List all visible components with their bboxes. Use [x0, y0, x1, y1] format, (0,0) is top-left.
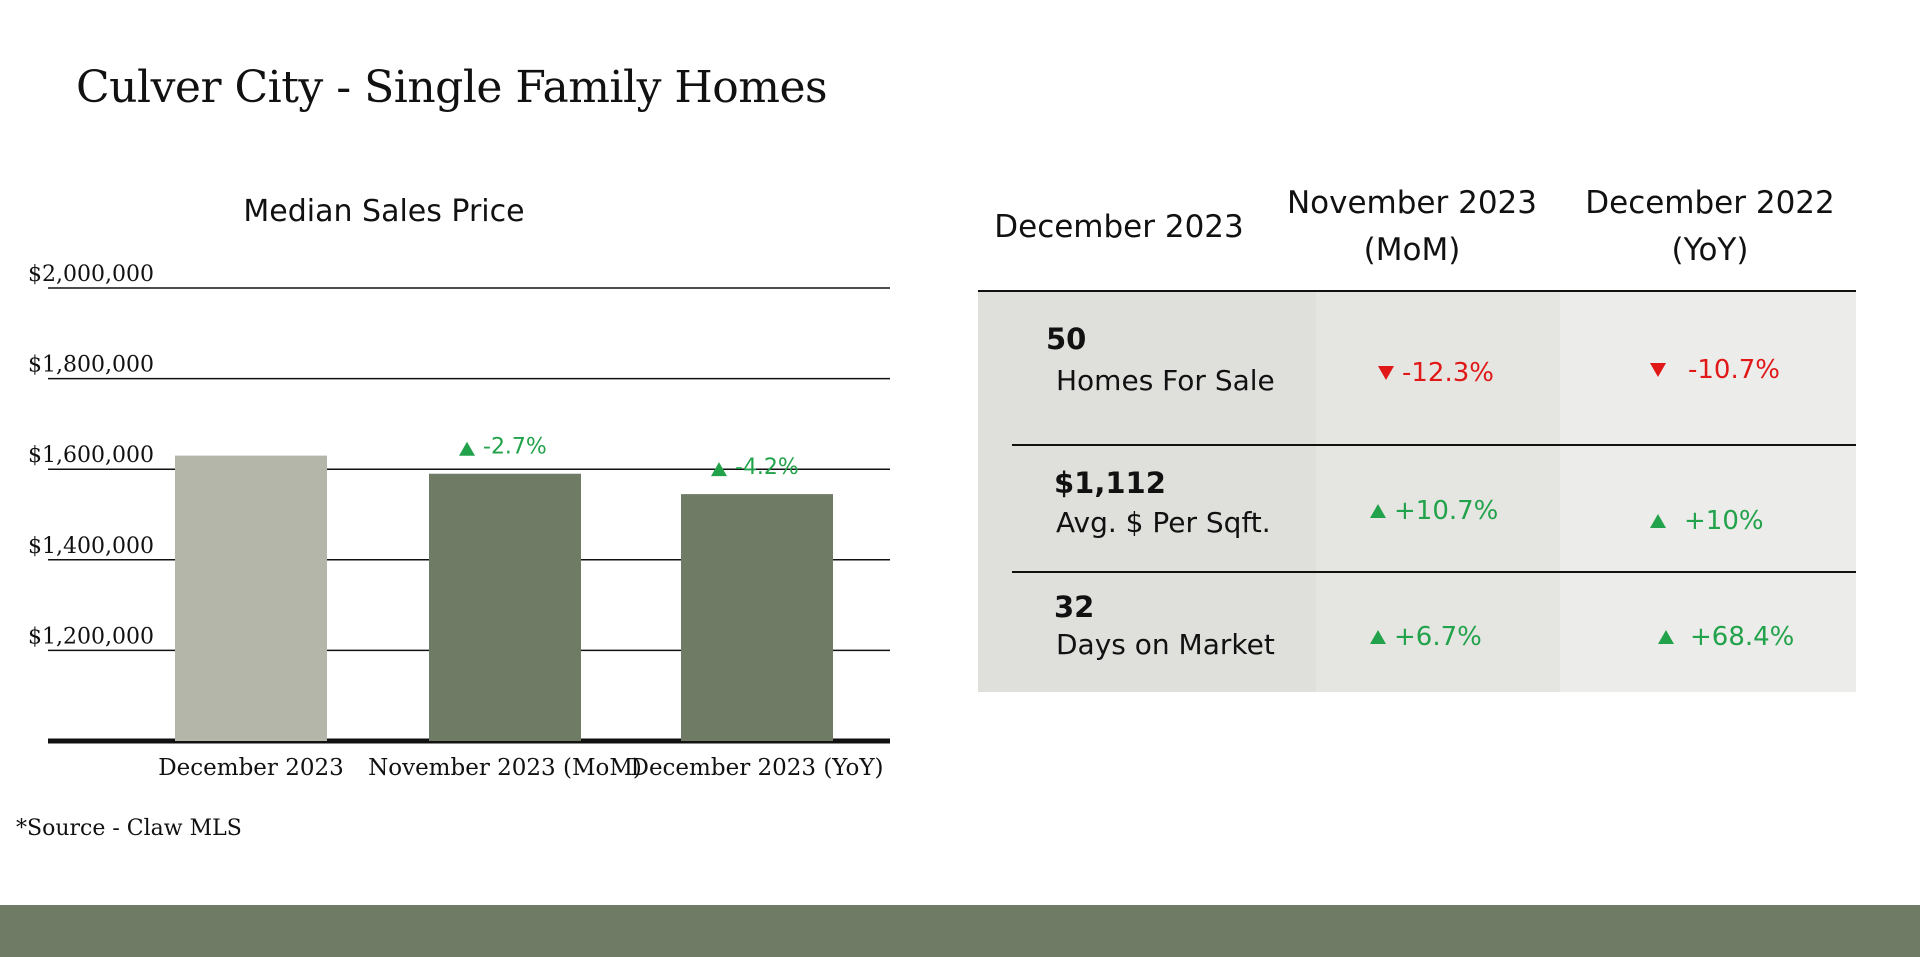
metric-value-avg-per-sqft: $1,112 [1054, 466, 1166, 500]
avg-per-sqft-mom-change: +10.7% [1370, 496, 1498, 526]
x-tick-label: December 2023 [158, 755, 344, 781]
header-mom: November 2023 (MoM) [1286, 185, 1537, 268]
footer-band [0, 905, 1920, 957]
header-yoy: December 2022 (YoY) [1585, 185, 1835, 268]
metric-label-days-on-market: Days on Market [1056, 628, 1275, 661]
page-title: Culver City - Single Family Homes [76, 62, 828, 113]
up-triangle-icon [1370, 630, 1386, 644]
bar [429, 473, 581, 741]
homes-for-sale-mom-change: -12.3% [1378, 358, 1494, 388]
data-label: -2.7% [483, 435, 547, 460]
header-divider [978, 290, 1856, 292]
column-bg-current [978, 292, 1316, 692]
column-bg-yoy [1560, 292, 1856, 692]
down-triangle-icon [1378, 366, 1394, 380]
chart-title: Median Sales Price [243, 194, 525, 229]
y-tick-label: $1,800,000 [28, 353, 154, 378]
up-triangle-icon [1650, 514, 1666, 528]
stats-table: December 2023 November 2023 (MoM) Decembe… [978, 180, 1856, 694]
up-triangle-icon [711, 462, 727, 477]
header-current: December 2023 [994, 209, 1244, 245]
metric-label-avg-per-sqft: Avg. $ Per Sqft. [1056, 506, 1271, 539]
row-divider [1012, 571, 1856, 573]
days-on-market-mom-change: +6.7% [1370, 622, 1482, 652]
bar [681, 494, 833, 741]
homes-for-sale-yoy-change: -10.7% [1650, 355, 1780, 385]
y-tick-label: $2,000,000 [28, 262, 154, 287]
x-tick-label: November 2023 (MoM) [368, 755, 642, 781]
metric-label-homes-for-sale: Homes For Sale [1056, 364, 1275, 397]
median-price-chart: $2,000,000 $1,800,000 $1,600,000 $1,400,000… [28, 262, 890, 781]
x-tick-label: December 2023 (YoY) [631, 755, 884, 781]
days-on-market-yoy-change: +68.4% [1658, 622, 1794, 652]
up-triangle-icon [459, 441, 475, 456]
metric-value-homes-for-sale: 50 [1046, 322, 1087, 356]
bar [175, 455, 327, 741]
data-label: -4.2% [735, 455, 799, 480]
y-tick-label: $1,600,000 [28, 443, 154, 468]
y-tick-label: $1,400,000 [28, 534, 154, 559]
column-bg-mom [1316, 292, 1560, 692]
source-note: *Source - Claw MLS [16, 816, 242, 841]
down-triangle-icon [1650, 363, 1666, 377]
y-tick-label: $1,200,000 [28, 624, 154, 649]
row-divider [1012, 444, 1856, 446]
up-triangle-icon [1370, 504, 1386, 518]
avg-per-sqft-yoy-change: +10% [1650, 506, 1764, 536]
up-triangle-icon [1658, 630, 1674, 644]
metric-value-days-on-market: 32 [1054, 590, 1095, 624]
